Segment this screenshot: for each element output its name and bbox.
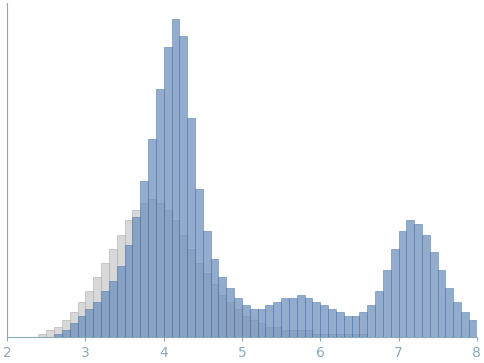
Bar — [304, 330, 312, 337]
Bar — [93, 302, 101, 337]
Bar — [109, 249, 117, 337]
Bar — [281, 330, 289, 337]
Bar — [312, 334, 320, 337]
Bar — [38, 334, 46, 337]
Bar — [477, 327, 484, 337]
Bar — [344, 316, 351, 337]
Bar — [461, 313, 469, 337]
Bar — [407, 220, 414, 337]
Bar — [360, 313, 367, 337]
Bar — [336, 334, 344, 337]
Bar — [93, 277, 101, 337]
Bar — [422, 234, 430, 337]
Bar — [328, 309, 336, 337]
Bar — [133, 210, 140, 337]
Bar — [218, 277, 227, 337]
Bar — [297, 295, 304, 337]
Bar — [85, 309, 93, 337]
Bar — [180, 36, 187, 337]
Bar — [250, 309, 257, 337]
Bar — [344, 334, 351, 337]
Bar — [265, 327, 273, 337]
Bar — [54, 327, 62, 337]
Bar — [257, 323, 265, 337]
Bar — [164, 210, 171, 337]
Bar — [289, 298, 297, 337]
Bar — [148, 139, 156, 337]
Bar — [156, 89, 164, 337]
Bar — [312, 302, 320, 337]
Bar — [171, 220, 180, 337]
Bar — [328, 334, 336, 337]
Bar — [289, 330, 297, 337]
Bar — [101, 263, 109, 337]
Bar — [234, 298, 242, 337]
Bar — [227, 287, 234, 337]
Bar — [187, 118, 195, 337]
Bar — [195, 188, 203, 337]
Bar — [140, 203, 148, 337]
Bar — [250, 319, 257, 337]
Bar — [54, 334, 62, 337]
Bar — [117, 266, 124, 337]
Bar — [70, 323, 77, 337]
Bar — [203, 231, 211, 337]
Bar — [77, 302, 85, 337]
Bar — [62, 330, 70, 337]
Bar — [273, 327, 281, 337]
Bar — [257, 309, 265, 337]
Bar — [85, 291, 93, 337]
Bar — [140, 182, 148, 337]
Bar — [227, 302, 234, 337]
Bar — [336, 313, 344, 337]
Bar — [211, 284, 218, 337]
Bar — [391, 249, 398, 337]
Bar — [70, 313, 77, 337]
Bar — [320, 334, 328, 337]
Bar — [375, 291, 383, 337]
Bar — [351, 316, 360, 337]
Bar — [398, 231, 407, 337]
Bar — [297, 330, 304, 337]
Bar — [265, 305, 273, 337]
Bar — [438, 270, 445, 337]
Bar — [133, 217, 140, 337]
Bar — [180, 234, 187, 337]
Bar — [156, 203, 164, 337]
Bar — [445, 287, 454, 337]
Bar — [124, 245, 133, 337]
Bar — [46, 330, 54, 337]
Bar — [469, 319, 477, 337]
Bar — [234, 309, 242, 337]
Bar — [360, 334, 367, 337]
Bar — [454, 302, 461, 337]
Bar — [367, 305, 375, 337]
Bar — [101, 291, 109, 337]
Bar — [164, 47, 171, 337]
Bar — [117, 234, 124, 337]
Bar — [171, 19, 180, 337]
Bar — [242, 305, 250, 337]
Bar — [203, 273, 211, 337]
Bar — [430, 252, 438, 337]
Bar — [383, 270, 391, 337]
Bar — [351, 334, 360, 337]
Bar — [77, 316, 85, 337]
Bar — [320, 305, 328, 337]
Bar — [304, 298, 312, 337]
Bar — [124, 220, 133, 337]
Bar — [62, 319, 70, 337]
Bar — [281, 298, 289, 337]
Bar — [187, 249, 195, 337]
Bar — [195, 263, 203, 337]
Bar — [242, 316, 250, 337]
Bar — [148, 199, 156, 337]
Bar — [109, 281, 117, 337]
Bar — [273, 302, 281, 337]
Bar — [414, 224, 422, 337]
Bar — [211, 259, 218, 337]
Bar — [218, 295, 227, 337]
